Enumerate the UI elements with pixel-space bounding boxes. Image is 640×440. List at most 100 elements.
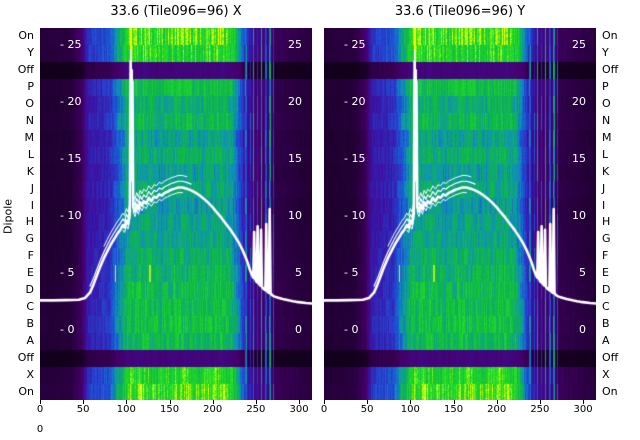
x-axis-tick-mark bbox=[496, 400, 498, 404]
dipole-row-label-left: F bbox=[27, 249, 34, 263]
dipole-labels-left-column: On Y Off P O N M L K J I H G F E D C B A Off X On bbox=[0, 0, 37, 440]
dipole-row-label-left: B bbox=[26, 316, 34, 330]
dipole-row-label-left: N bbox=[25, 114, 34, 127]
heatmap-canvas-y bbox=[324, 28, 596, 400]
power-tick-right-label: 10 bbox=[572, 209, 586, 222]
heatmap-canvas-x bbox=[40, 28, 312, 400]
x-axis-tick-label: 50 bbox=[360, 404, 374, 415]
x-axis-tick-label: 250 bbox=[530, 404, 550, 415]
dipole-row-label-right: I bbox=[602, 198, 606, 212]
x-axis-tick-mark bbox=[40, 400, 41, 404]
dipole-row-label-left: A bbox=[26, 333, 34, 347]
dipole-row-label-left: I bbox=[30, 198, 34, 212]
dipole-row-label-left: J bbox=[30, 181, 34, 195]
x-axis-tick-mark bbox=[583, 400, 585, 404]
power-tick-left-label: - 25 bbox=[344, 38, 366, 51]
dipole-row-label-right: N bbox=[602, 114, 611, 127]
dipole-row-label-left: C bbox=[26, 300, 34, 313]
power-tick-right-label: 20 bbox=[288, 95, 302, 108]
power-tick-left-label: - 0 bbox=[60, 323, 75, 336]
x-axis-tick-label: 250 bbox=[246, 404, 266, 415]
dipole-row-label-right: Off bbox=[602, 350, 619, 364]
dipole-row-label-right: P bbox=[602, 80, 609, 94]
x-axis-tick-mark bbox=[83, 400, 85, 404]
dipole-row-label-right: M bbox=[602, 130, 612, 144]
x-axis-tick-label: 150 bbox=[443, 404, 464, 415]
panel-title-y: 33.6 (Tile096=96) Y bbox=[394, 4, 526, 19]
power-tick-left-label: - 20 bbox=[344, 95, 366, 108]
dipole-row-label-right: D bbox=[602, 283, 611, 297]
dipole-row-label-left: O bbox=[25, 97, 34, 111]
power-tick-right-label: 0 bbox=[295, 323, 302, 336]
dipole-row-label-right: Off bbox=[602, 63, 619, 77]
heatmap-panel-x: 33.6 (Tile096=96) X - 25 25 - 20 20 - 15 15 - … bbox=[37, 0, 312, 440]
power-tick-left-label: - 15 bbox=[60, 152, 82, 165]
dipole-row-label-left: L bbox=[27, 147, 34, 161]
dipole-row-label-right: B bbox=[602, 316, 610, 330]
dipole-row-label-left: On bbox=[18, 384, 34, 398]
x-axis-tick-mark bbox=[169, 400, 171, 404]
dipole-row-label-left: E bbox=[27, 266, 34, 280]
dipole-row-label-right: C bbox=[602, 300, 610, 313]
x-axis-tick-mark bbox=[255, 400, 257, 404]
power-tick-left-label: - 15 bbox=[344, 152, 366, 165]
dipole-row-label-left: Off bbox=[17, 63, 34, 77]
dipole-row-label-right: On bbox=[602, 29, 618, 43]
bottom-left-extra-tick: 0 bbox=[36, 424, 44, 435]
dipole-row-label-right: L bbox=[602, 147, 609, 161]
dipole-row-label-right: G bbox=[602, 232, 611, 246]
power-tick-right-label: 15 bbox=[572, 152, 586, 165]
heatmap-panel-y: 33.6 (Tile096=96) Y - 25 25 - 20 20 - 15 15 - … bbox=[321, 0, 596, 440]
x-axis-tick-label: 100 bbox=[116, 404, 136, 415]
dipole-row-label-left: On bbox=[18, 29, 34, 43]
power-tick-right-label: 25 bbox=[572, 38, 586, 51]
x-axis-tick-mark bbox=[126, 400, 128, 404]
x-axis-tick-mark bbox=[367, 400, 369, 404]
x-axis-tick-mark bbox=[453, 400, 455, 404]
dipole-row-label-right: K bbox=[602, 164, 610, 178]
power-tick-left-label: - 20 bbox=[60, 95, 82, 108]
dipole-row-label-right: Y bbox=[602, 46, 609, 60]
power-tick-right-label: 15 bbox=[288, 152, 302, 165]
dipole-row-label-left: K bbox=[26, 164, 34, 178]
x-axis-tick-mark bbox=[212, 400, 214, 404]
power-tick-left-label: - 0 bbox=[344, 323, 359, 336]
x-axis-tick-label: 50 bbox=[76, 404, 90, 415]
x-axis-tick-label: 300 bbox=[289, 404, 309, 415]
dipole-row-label-right: O bbox=[602, 97, 611, 111]
dipole-row-label-left: P bbox=[27, 80, 34, 94]
dipole-labels-right-column: On Y Off P O N M L K J I H G F E D C B A Off X On bbox=[600, 0, 640, 440]
x-axis-tick-label: 150 bbox=[159, 404, 180, 415]
power-tick-left-label: - 5 bbox=[60, 266, 75, 279]
dipole-row-label-right: H bbox=[602, 215, 611, 229]
x-axis-tick-mark bbox=[539, 400, 541, 404]
dipole-row-label-right: X bbox=[602, 367, 610, 381]
x-axis-tick-label: 0 bbox=[36, 404, 44, 415]
dipole-row-label-right: F bbox=[602, 249, 609, 263]
dipole-row-label-left: X bbox=[26, 367, 34, 381]
power-tick-left-label: - 5 bbox=[344, 266, 359, 279]
dipole-row-label-left: H bbox=[25, 215, 34, 229]
power-tick-left-label: - 25 bbox=[60, 38, 82, 51]
power-tick-right-label: 25 bbox=[288, 38, 302, 51]
dipole-row-label-right: A bbox=[602, 333, 610, 347]
x-axis-tick-label: 200 bbox=[203, 404, 223, 415]
dipole-row-label-right: On bbox=[602, 384, 618, 398]
power-tick-left-label: - 10 bbox=[344, 209, 366, 222]
dipole-row-label-right: J bbox=[602, 181, 606, 195]
x-axis-tick-label: 100 bbox=[400, 404, 420, 415]
dipole-row-label-left: M bbox=[24, 130, 35, 144]
power-tick-right-label: 5 bbox=[295, 266, 302, 279]
power-tick-left-label: - 10 bbox=[60, 209, 82, 222]
dipole-row-label-right: E bbox=[602, 266, 609, 280]
x-axis-tick-mark bbox=[324, 400, 325, 404]
x-axis-tick-mark bbox=[410, 400, 412, 404]
x-axis-tick-label: 200 bbox=[487, 404, 507, 415]
power-tick-right-label: 20 bbox=[572, 95, 586, 108]
panel-title-x: 33.6 (Tile096=96) X bbox=[110, 4, 242, 19]
dipole-row-label-left: D bbox=[25, 283, 34, 297]
power-tick-right-label: 0 bbox=[579, 323, 586, 336]
dipole-row-label-left: Off bbox=[17, 350, 34, 364]
x-axis-tick-label: 300 bbox=[573, 404, 593, 415]
